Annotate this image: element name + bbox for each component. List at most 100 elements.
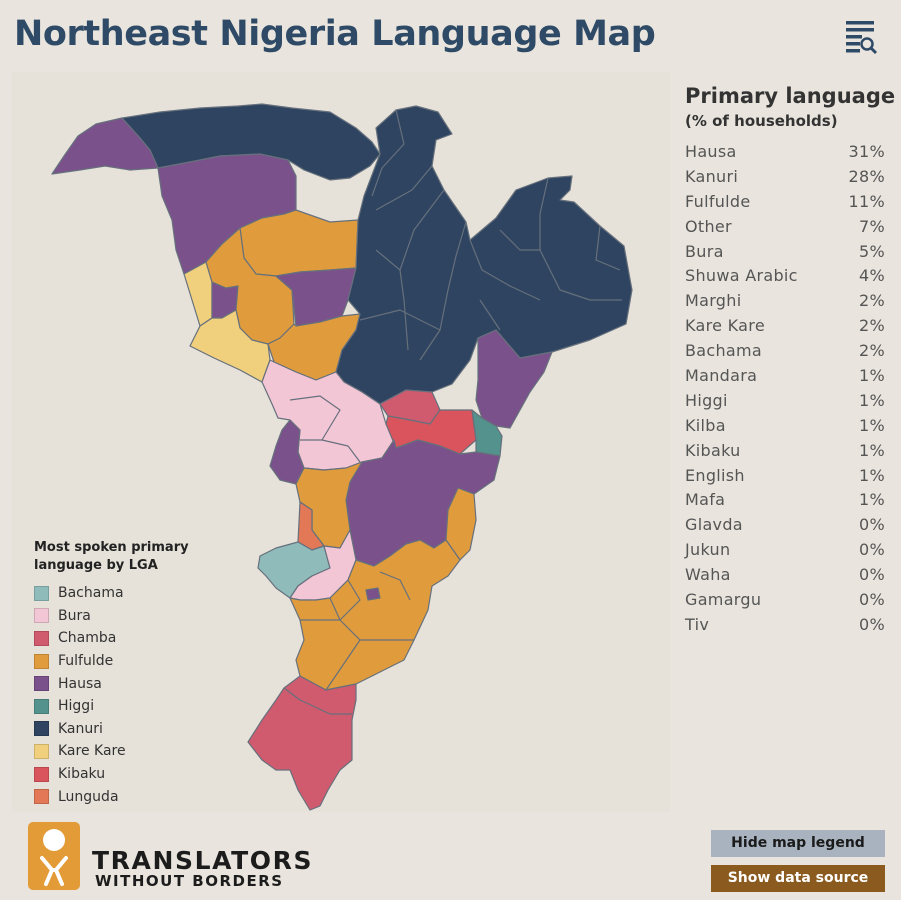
- language-row: Glavda 0%: [685, 513, 885, 538]
- logo-text-line2: WITHOUT BORDERS: [95, 872, 284, 890]
- legend-swatch: [34, 585, 49, 601]
- language-percent: 1%: [859, 415, 885, 435]
- map-panel: Most spoken primary language by LGA Bach…: [12, 72, 670, 812]
- legend-swatch: [34, 766, 49, 782]
- legend-item[interactable]: Bachama: [34, 582, 254, 605]
- language-name: Marghi: [685, 291, 742, 311]
- legend-swatch: [34, 676, 49, 692]
- language-row: Mafa 1%: [685, 488, 885, 513]
- language-percent: 0%: [859, 614, 885, 634]
- primary-language-title: Primary language: [685, 84, 896, 108]
- language-name: Waha: [685, 565, 731, 585]
- show-data-source-button[interactable]: Show data source: [711, 865, 885, 892]
- legend-swatch: [34, 743, 49, 759]
- legend-swatch: [34, 630, 49, 646]
- language-row: Gamargu 0%: [685, 588, 885, 613]
- language-name: Mafa: [685, 490, 726, 510]
- language-name: Jukun: [685, 540, 731, 560]
- legend-swatch: [34, 698, 49, 714]
- language-name: Gamargu: [685, 590, 762, 610]
- lga-region: [239, 209, 359, 277]
- legend-item[interactable]: Hausa: [34, 672, 254, 695]
- legend-item[interactable]: Bura: [34, 605, 254, 628]
- menu-search-icon[interactable]: [842, 18, 880, 56]
- language-row: Kanuri 28%: [685, 165, 885, 190]
- language-name: Kibaku: [685, 440, 741, 460]
- language-name: Higgi: [685, 390, 728, 410]
- language-percent: 11%: [848, 191, 885, 211]
- logo-text-line1: TRANSLATORS: [92, 846, 314, 875]
- language-percent: 4%: [859, 266, 885, 286]
- language-percent: 1%: [859, 465, 885, 485]
- language-row: Fulfulde 11%: [685, 190, 885, 215]
- language-row: Marghi 2%: [685, 289, 885, 314]
- language-name: Kilba: [685, 415, 726, 435]
- language-row: Tiv 0%: [685, 613, 885, 638]
- region-map[interactable]: [12, 72, 670, 812]
- language-row: Mandara 1%: [685, 364, 885, 389]
- legend-item[interactable]: Chamba: [34, 627, 254, 650]
- legend-swatch: [34, 721, 49, 737]
- language-row: English 1%: [685, 464, 885, 489]
- lga-region: [475, 329, 553, 429]
- language-name: Other: [685, 216, 732, 236]
- legend-label: Bura: [58, 607, 91, 624]
- language-name: Kare Kare: [685, 316, 765, 336]
- language-percent: 7%: [859, 216, 885, 236]
- legend-label: Kare Kare: [58, 743, 126, 760]
- legend-item[interactable]: Fulfulde: [34, 650, 254, 673]
- language-percent: 1%: [859, 440, 885, 460]
- logo-mark-icon: [28, 822, 80, 890]
- lga-region: [365, 587, 381, 601]
- language-row: Other 7%: [685, 215, 885, 240]
- language-name: Hausa: [685, 142, 737, 161]
- translators-without-borders-logo: TRANSLATORS WITHOUT BORDERS: [28, 822, 311, 892]
- legend-label: Lunguda: [58, 788, 119, 805]
- hide-map-legend-button[interactable]: Hide map legend: [711, 830, 885, 857]
- legend-swatch: [34, 653, 49, 669]
- language-row: Shuwa Arabic 4%: [685, 264, 885, 289]
- language-percent: 31%: [848, 142, 885, 161]
- legend-item[interactable]: Lunguda: [34, 785, 254, 808]
- legend-title: Most spoken primary language by LGA: [34, 540, 189, 573]
- legend-label: Hausa: [58, 675, 102, 692]
- language-name: Tiv: [685, 614, 710, 634]
- legend-item[interactable]: Kare Kare: [34, 740, 254, 763]
- language-percent: 1%: [859, 490, 885, 510]
- language-percent: 0%: [859, 590, 885, 610]
- language-row: Hausa 31%: [685, 140, 885, 165]
- legend-label: Kanuri: [58, 720, 103, 737]
- language-row: Kare Kare 2%: [685, 314, 885, 339]
- language-percent: 28%: [848, 166, 885, 186]
- language-row: Bachama 2%: [685, 339, 885, 364]
- language-percent: 5%: [859, 241, 885, 261]
- legend-item[interactable]: Higgi: [34, 695, 254, 718]
- lga-region: [247, 675, 357, 811]
- map-legend: Most spoken primary language by LGA Bach…: [34, 539, 254, 808]
- language-percent: 2%: [859, 291, 885, 311]
- language-name: Bachama: [685, 341, 763, 361]
- page-title: Northeast Nigeria Language Map: [14, 14, 656, 54]
- language-name: Shuwa Arabic: [685, 266, 798, 286]
- primary-language-panel: Primary language (% of households) Hausa…: [685, 82, 896, 638]
- legend-item[interactable]: Kanuri: [34, 718, 254, 741]
- language-percent: 1%: [859, 366, 885, 386]
- lga-region: [445, 487, 477, 561]
- language-row: Bura 5%: [685, 240, 885, 265]
- language-row: Higgi 1%: [685, 389, 885, 414]
- lga-region: [289, 539, 461, 691]
- language-percent: 0%: [859, 540, 885, 560]
- language-row: Jukun 0%: [685, 538, 885, 563]
- language-percent: 1%: [859, 390, 885, 410]
- legend-label: Chamba: [58, 630, 117, 647]
- language-percent: 0%: [859, 515, 885, 535]
- language-percent: 2%: [859, 316, 885, 336]
- language-name: English: [685, 465, 745, 485]
- language-row: Kilba 1%: [685, 414, 885, 439]
- language-name: Fulfulde: [685, 191, 751, 211]
- language-percent: 0%: [859, 565, 885, 585]
- lga-region: [183, 261, 213, 327]
- legend-swatch: [34, 789, 49, 805]
- legend-label: Higgi: [58, 698, 95, 715]
- legend-item[interactable]: Kibaku: [34, 763, 254, 786]
